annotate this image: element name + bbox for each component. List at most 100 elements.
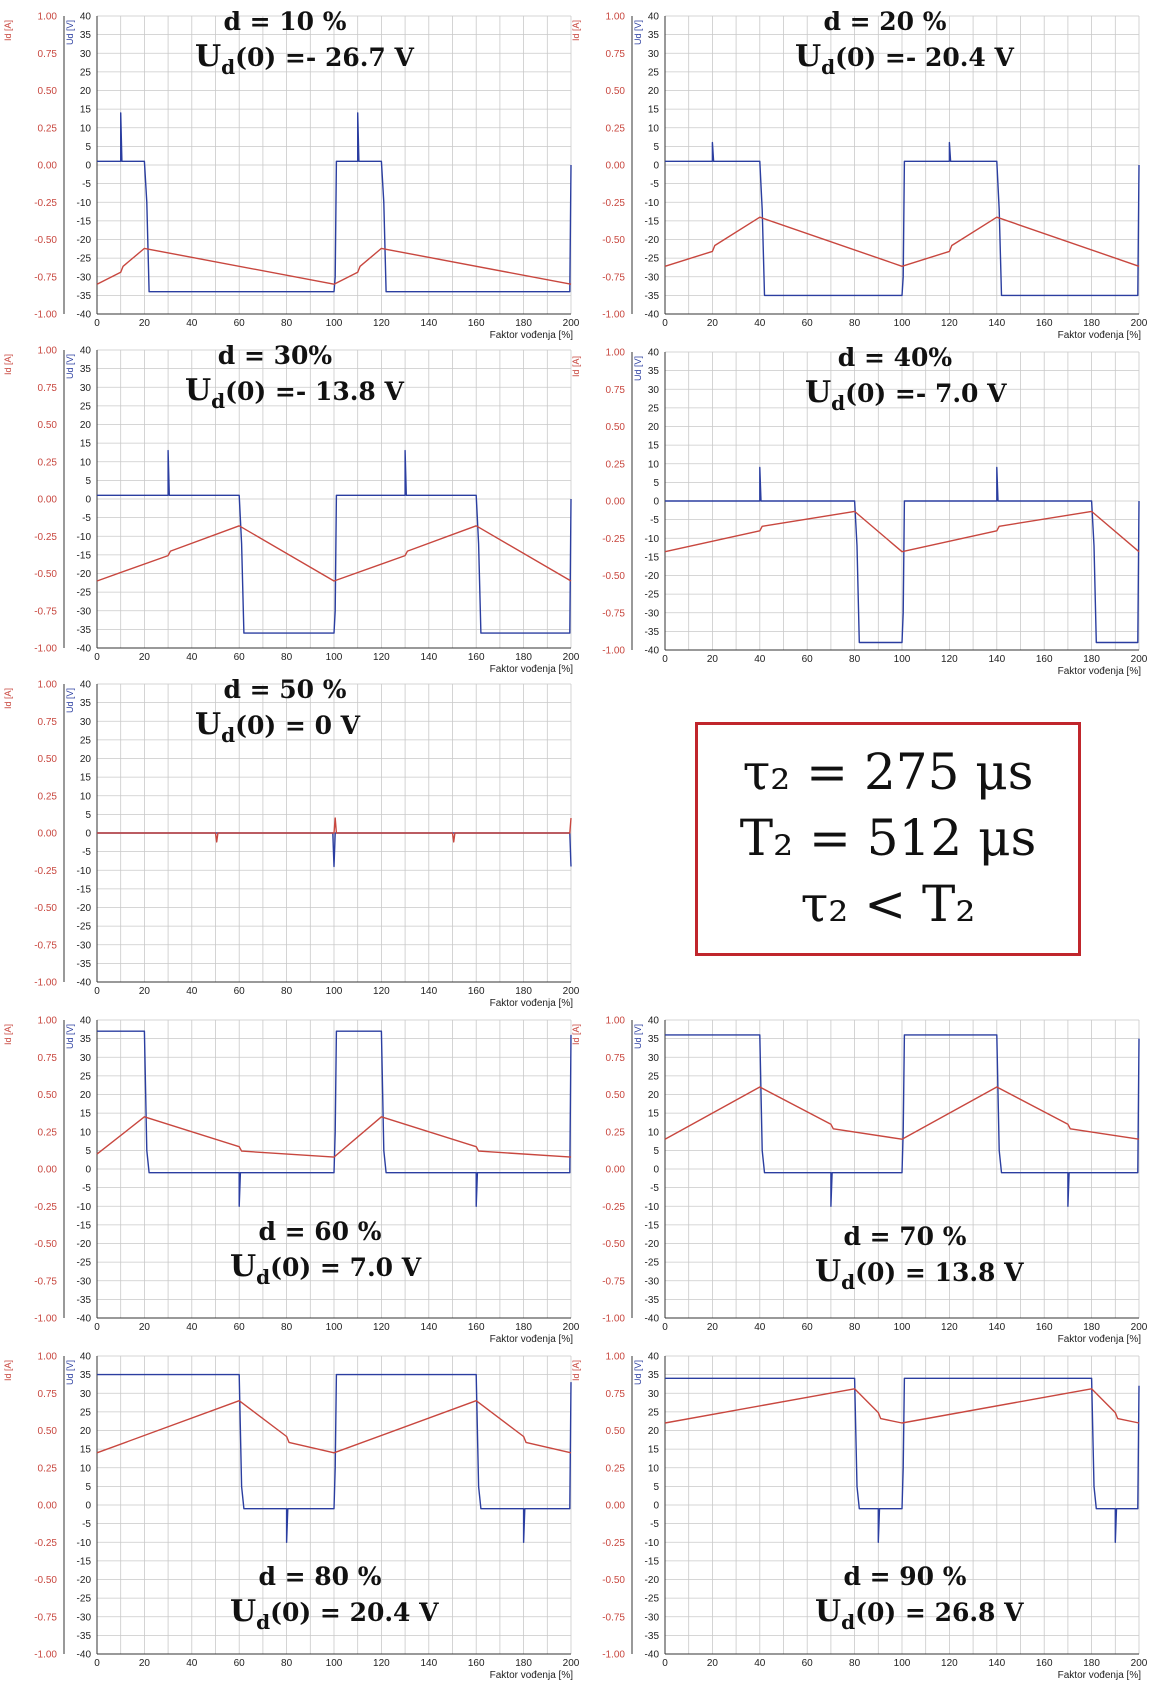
chart-panel-1: -40 -35 -30 -25 -20 -15 -10 -5 0 5 10 15 20 25 30 35 40 -… [3, 7, 580, 341]
ud-tick-label: -5 [82, 1519, 91, 1530]
x-tick-label: 40 [754, 1658, 766, 1669]
id-axis-label: Id [A] [571, 356, 581, 377]
ud-tick-label: 25 [80, 401, 92, 412]
x-tick-label: 0 [662, 1658, 668, 1669]
ud-tick-label: -40 [77, 1650, 92, 1661]
x-tick-label: 120 [941, 1658, 958, 1669]
x-tick-label: 40 [754, 654, 766, 665]
x-axis-label: Faktor vođenja [%] [1058, 1334, 1142, 1345]
voltage-trace [665, 466, 1140, 644]
id-tick-label: 0.25 [606, 1127, 626, 1138]
ud-tick-label: -25 [77, 588, 92, 599]
x-tick-label: 20 [707, 654, 719, 665]
x-tick-label: 80 [281, 318, 293, 329]
ud-tick-label: 15 [80, 439, 92, 450]
ud-tick-label: -35 [77, 625, 92, 636]
id-tick-label: 1.00 [38, 1352, 58, 1363]
ud-tick-label: 20 [648, 1426, 660, 1437]
id-axis-label: Id [A] [571, 1360, 581, 1381]
ud-tick-label: 30 [80, 717, 92, 728]
x-tick-label: 140 [420, 318, 437, 329]
chart-panel-4: -40 -35 -30 -25 -20 -15 -10 -5 0 5 10 15 20 25 30 35 40 -… [571, 343, 1148, 677]
ud-tick-label: 0 [653, 1501, 659, 1512]
duty-cycle-label: d = 10 % [223, 7, 346, 36]
current-trace [664, 216, 1140, 267]
id-axis-label: Id [A] [3, 1360, 13, 1381]
ud-tick-label: -10 [645, 198, 660, 209]
ud-tick-label: 25 [648, 67, 660, 78]
ud-tick-label: 20 [80, 86, 92, 97]
ud-tick-label: -30 [77, 606, 92, 617]
ud0-label: Ud(0) =- 13.8 V [185, 373, 405, 413]
x-tick-label: 160 [468, 1658, 485, 1669]
x-tick-label: 60 [234, 986, 246, 997]
x-tick-label: 0 [662, 1322, 668, 1333]
ud-tick-label: -15 [77, 216, 92, 227]
ud-tick-label: 40 [80, 346, 92, 357]
id-tick-label: 1.00 [38, 680, 58, 691]
ud-tick-label: 0 [653, 161, 659, 172]
id-tick-label: -0.25 [34, 1538, 57, 1549]
id-tick-label: 0.75 [38, 717, 58, 728]
tau-value: τ₂ = 275 μs [742, 743, 1034, 801]
x-tick-label: 140 [988, 654, 1005, 665]
duty-cycle-label: d = 80 % [258, 1562, 381, 1591]
x-tick-label: 80 [281, 652, 293, 663]
x-tick-label: 60 [802, 654, 814, 665]
id-tick-label: -0.75 [602, 1612, 625, 1623]
id-tick-label: 0.25 [38, 791, 58, 802]
ud-tick-label: 10 [80, 791, 92, 802]
id-tick-label: -0.50 [34, 569, 57, 580]
duty-cycle-label: d = 90 % [843, 1562, 966, 1591]
ud-tick-label: 20 [648, 86, 660, 97]
chart-panel-6: -40 -35 -30 -25 -20 -15 -10 -5 0 5 10 15 20 25 30 35 40 -… [3, 1016, 580, 1346]
id-tick-label: 0.50 [38, 420, 58, 431]
id-tick-label: -0.75 [34, 606, 57, 617]
ud-tick-label: 10 [648, 123, 660, 134]
ud-tick-label: -30 [645, 1612, 660, 1623]
id-tick-label: 0.00 [38, 829, 58, 840]
ud-tick-label: -10 [77, 198, 92, 209]
x-tick-label: 100 [894, 654, 911, 665]
ud-tick-label: -25 [77, 254, 92, 265]
voltage-trace [97, 449, 572, 634]
x-tick-label: 200 [563, 318, 580, 329]
x-tick-label: 60 [802, 1322, 814, 1333]
id-axis-label: Id [A] [3, 354, 13, 375]
x-tick-label: 20 [707, 318, 719, 329]
id-tick-label: 0.50 [38, 1426, 58, 1437]
chart-panel-2: -40 -35 -30 -25 -20 -15 -10 -5 0 5 10 15 20 25 30 35 40 -… [571, 7, 1148, 341]
x-tick-label: 140 [420, 1322, 437, 1333]
x-tick-label: 20 [707, 1322, 719, 1333]
current-trace [664, 510, 1140, 553]
ud0-label: Ud(0) = 26.8 V [815, 1594, 1024, 1634]
id-tick-label: 0.00 [38, 495, 58, 506]
x-tick-label: 40 [754, 1322, 766, 1333]
ud-tick-label: 20 [80, 1426, 92, 1437]
id-tick-label: 0.25 [38, 1463, 58, 1474]
ud-tick-label: 10 [648, 1463, 660, 1474]
id-tick-label: -0.75 [34, 272, 57, 283]
ud-tick-label: 15 [648, 105, 660, 116]
chart-panel-9: -40 -35 -30 -25 -20 -15 -10 -5 0 5 10 15 20 25 30 35 40 -… [571, 1352, 1148, 1682]
id-tick-label: -0.25 [602, 198, 625, 209]
ud-tick-label: -35 [645, 1295, 660, 1306]
id-tick-label: -1.00 [34, 1314, 57, 1325]
ud-tick-label: 5 [85, 142, 91, 153]
ud-tick-label: 35 [648, 30, 660, 41]
chart-panel-8: -40 -35 -30 -25 -20 -15 -10 -5 0 5 10 15 20 25 30 35 40 -… [3, 1352, 580, 1682]
ud-tick-label: 35 [80, 1370, 92, 1381]
ud-tick-label: -20 [645, 235, 660, 246]
id-tick-label: 0.25 [38, 457, 58, 468]
ud-tick-label: -35 [77, 1631, 92, 1642]
ud-tick-label: -35 [77, 959, 92, 970]
chart-panel-5: -40 -35 -30 -25 -20 -15 -10 -5 0 5 10 15 20 25 30 35 40 -… [3, 675, 580, 1009]
voltage-trace [665, 1034, 1140, 1208]
ud-tick-label: -10 [645, 1538, 660, 1549]
id-tick-label: -0.50 [602, 571, 625, 582]
ud-tick-label: 15 [80, 773, 92, 784]
ud-tick-label: -40 [77, 644, 92, 655]
ud-tick-label: 0 [85, 161, 91, 172]
ud-tick-label: -20 [77, 235, 92, 246]
x-tick-label: 120 [373, 1658, 390, 1669]
